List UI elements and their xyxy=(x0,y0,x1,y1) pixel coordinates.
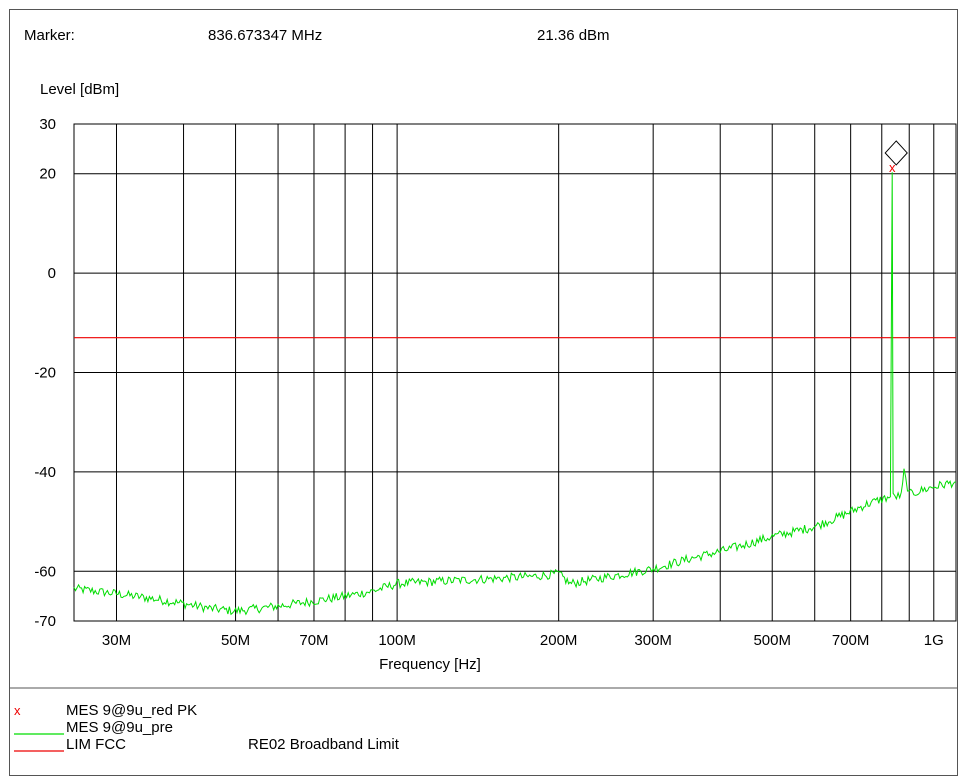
x-tick-label-4: 200M xyxy=(540,632,578,649)
y-tick-labels: 30 20 0 -20 -40 -60 -70 xyxy=(34,116,56,630)
legend-name-2: LIM FCC xyxy=(66,736,126,753)
y-tick-label-0: 30 xyxy=(39,116,56,133)
marker-diamond xyxy=(884,140,908,166)
y-tick-label-4: -40 xyxy=(34,464,56,481)
y-tick-label-6: -70 xyxy=(34,613,56,630)
marker-label: Marker: xyxy=(24,27,75,44)
grid xyxy=(74,124,956,621)
y-tick-label-2: 0 xyxy=(48,265,56,282)
legend-description-2: RE02 Broadband Limit xyxy=(248,736,400,753)
x-tick-label-5: 300M xyxy=(634,632,672,649)
x-tick-label-6: 500M xyxy=(753,632,791,649)
x-axis-label: Frequency [Hz] xyxy=(379,656,481,673)
series-line-0 xyxy=(73,172,957,616)
series xyxy=(73,172,957,616)
marker-frequency: 836.673347 MHz xyxy=(208,27,322,44)
y-tick-label-1: 20 xyxy=(39,166,56,183)
y-tick-label-5: -60 xyxy=(34,563,56,580)
peak-markers: x xyxy=(884,140,908,175)
x-tick-label-1: 50M xyxy=(221,632,250,649)
y-axis-label: Level [dBm] xyxy=(40,81,119,98)
x-tick-label-2: 70M xyxy=(299,632,328,649)
y-tick-label-3: -20 xyxy=(34,365,56,382)
x-tick-label-3: 100M xyxy=(378,632,416,649)
x-tick-label-0: 30M xyxy=(102,632,131,649)
legend-symbol-0: x xyxy=(14,703,21,718)
x-tick-label-7: 700M xyxy=(832,632,870,649)
x-tick-label-8: 1G xyxy=(924,632,944,649)
peak-point-0: x xyxy=(889,160,896,175)
marker-level: 21.36 dBm xyxy=(537,27,610,44)
legend-name-1: MES 9@9u_pre xyxy=(66,719,173,736)
legend-name-0: MES 9@9u_red PK xyxy=(66,702,197,719)
x-tick-labels: 30M 50M 70M 100M 200M 300M 500M 700M 1G xyxy=(102,632,944,649)
